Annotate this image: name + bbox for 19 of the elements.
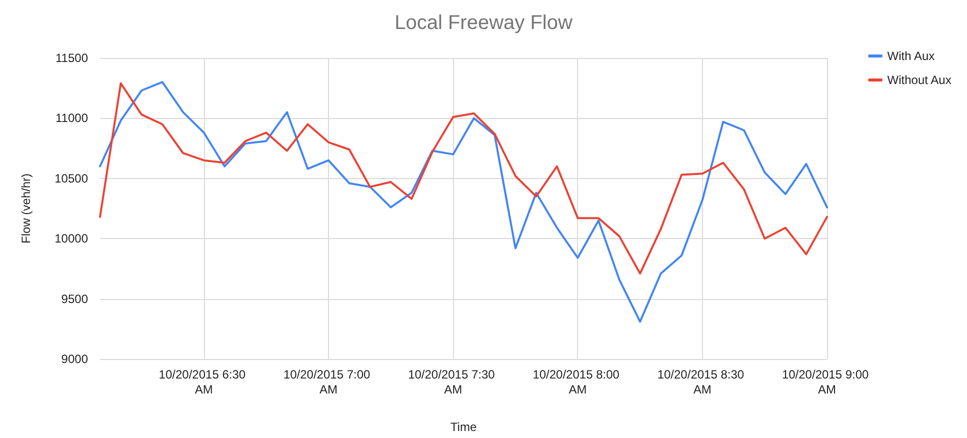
y-tick-label: 9000 [61,352,88,366]
x-tick-label: 10/20/2015 8:30 AM [657,368,748,396]
y-tick-label: 9500 [61,292,88,306]
chart-title: Local Freeway Flow [394,12,573,34]
x-axis-title: Time [450,420,477,434]
y-tick-label: 10500 [54,171,88,186]
x-tick-label: 10/20/2015 8:00 AM [532,368,623,396]
y-tick-label: 10000 [54,232,88,246]
x-tick-label: 10/20/2015 6:30 AM [158,368,249,396]
legend-label: With Aux [887,49,935,63]
x-tick-label: 10/20/2015 9:00 AM [782,368,872,396]
line-series [99,82,828,275]
legend-label: Without Aux [887,73,952,87]
y-tick-label: 11000 [56,111,88,126]
y-tick-label: 11500 [56,51,88,65]
x-tick-label: 10/20/2015 7:00 AM [283,368,374,396]
x-tick-label: 10/20/2015 7:30 AM [408,368,498,396]
y-axis-title: Flow (veh/hr) [19,173,33,244]
line-series [99,81,828,323]
